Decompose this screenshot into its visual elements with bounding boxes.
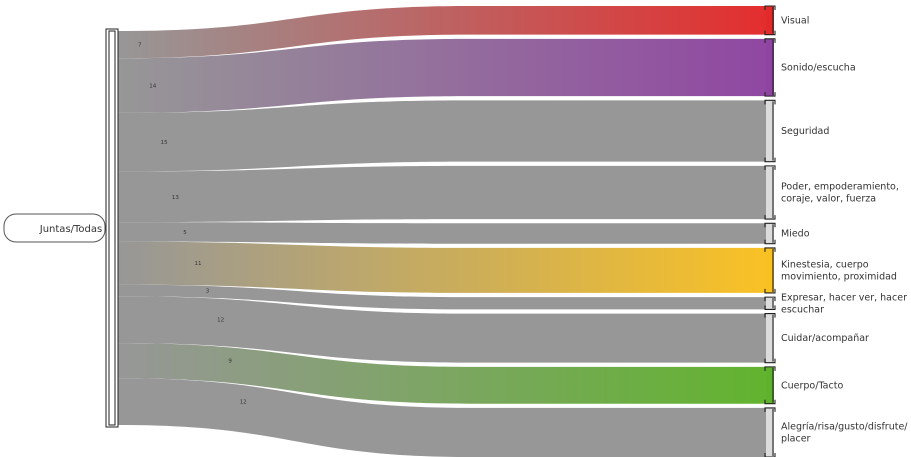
link-value-kinestesia-cuerpo-movimiento-proximidad: 11 xyxy=(195,261,202,267)
target-node-miedo[interactable]: Miedo xyxy=(764,222,810,245)
target-node-alegria-risa-gusto-disfrute-placer[interactable]: Alegría/risa/gusto/disfrute/placer xyxy=(764,407,908,457)
target-node-bar xyxy=(766,366,774,404)
value-labels: 7 14 15 13 5 11 3 12 9 12 xyxy=(138,43,247,406)
target-node-bar xyxy=(766,407,774,457)
target-node-visual[interactable]: Visual xyxy=(764,5,809,36)
target-node-label: Poder, empoderamiento, xyxy=(781,181,899,192)
target-node-bar xyxy=(766,38,774,97)
target-node-bracket xyxy=(764,407,776,457)
link-value-miedo: 5 xyxy=(183,230,187,236)
target-node-label: Cuerpo/Tacto xyxy=(781,380,843,391)
target-node-bracket xyxy=(764,99,776,163)
target-node-label: movimiento, proximidad xyxy=(781,271,897,282)
target-nodes: Visual Sonido/escucha Seguridad Poder, empo… xyxy=(764,5,908,457)
target-node-label: Cuidar/acompañar xyxy=(781,333,869,344)
target-node-bracket xyxy=(764,222,776,245)
target-node-label: Visual xyxy=(781,15,809,26)
link-cuerpo-tacto[interactable] xyxy=(118,343,766,404)
target-node-bracket xyxy=(764,296,776,310)
source-node-label: Juntas/Todas xyxy=(39,224,102,235)
link-kinestesia-cuerpo-movimiento-proximidad[interactable] xyxy=(118,241,766,293)
link-sonido-escucha[interactable] xyxy=(118,38,766,113)
target-node-bar xyxy=(766,100,774,162)
target-node-bar xyxy=(766,6,774,35)
link-value-seguridad: 15 xyxy=(161,140,168,146)
source-node[interactable]: Juntas/Todas xyxy=(3,28,119,428)
target-node-poder-empoderamiento-coraje-valor-fuerza[interactable]: Poder, empoderamiento,coraje, valor, fue… xyxy=(764,165,899,220)
link-value-visual: 7 xyxy=(138,43,142,49)
link-value-sonido-escucha: 14 xyxy=(149,84,156,90)
source-node-label-box[interactable] xyxy=(3,213,106,243)
target-node-bar xyxy=(766,247,774,293)
link-value-cuidar-acompanar: 12 xyxy=(217,318,224,324)
target-node-label: Miedo xyxy=(781,228,810,239)
link-value-poder-empoderamiento-coraje-valor-fuerza: 13 xyxy=(172,195,179,201)
link-alegria-risa-gusto-disfrute-placer[interactable] xyxy=(118,378,766,457)
target-node-bracket xyxy=(764,366,776,405)
target-node-bracket xyxy=(764,165,776,220)
target-node-bar xyxy=(766,313,774,363)
target-node-label: coraje, valor, fuerza xyxy=(781,193,876,204)
link-expresar-hacer-ver-hacer-escuchar[interactable] xyxy=(118,284,766,310)
target-node-label: placer xyxy=(781,433,811,444)
target-node-seguridad[interactable]: Seguridad xyxy=(764,99,829,163)
target-node-label: Alegría/risa/gusto/disfrute/ xyxy=(781,421,908,432)
target-node-sonido-escucha[interactable]: Sonido/escucha xyxy=(764,38,856,97)
target-node-bar xyxy=(766,165,774,220)
target-node-bracket xyxy=(764,313,776,364)
link-value-alegria-risa-gusto-disfrute-placer: 12 xyxy=(240,400,247,406)
link-value-expresar-hacer-ver-hacer-escuchar: 3 xyxy=(206,288,210,294)
target-node-bracket xyxy=(764,5,776,36)
source-node-bar-outer xyxy=(105,28,119,428)
link-poder-empoderamiento-coraje-valor-fuerza[interactable] xyxy=(118,165,766,223)
target-node-cuidar-acompanar[interactable]: Cuidar/acompañar xyxy=(764,313,869,364)
target-node-bracket xyxy=(764,247,776,294)
target-node-cuerpo-tacto[interactable]: Cuerpo/Tacto xyxy=(764,366,843,405)
target-node-label: escuchar xyxy=(781,304,824,315)
source-node-bar-inner xyxy=(108,30,116,426)
sankey-links xyxy=(118,6,766,457)
target-node-label: Sonido/escucha xyxy=(781,62,856,73)
target-node-label: Kinestesia, cuerpo xyxy=(781,259,869,270)
link-value-cuerpo-tacto: 9 xyxy=(228,359,232,365)
link-visual[interactable] xyxy=(118,6,766,59)
target-node-label: Expresar, hacer ver, hacer xyxy=(781,292,907,303)
target-node-label: Seguridad xyxy=(781,126,829,137)
link-seguridad[interactable] xyxy=(118,100,766,172)
link-cuidar-acompanar[interactable] xyxy=(118,296,766,363)
target-node-bar xyxy=(766,223,774,244)
link-miedo[interactable] xyxy=(118,222,766,244)
target-node-bar xyxy=(766,297,774,310)
target-node-bracket xyxy=(764,38,776,97)
